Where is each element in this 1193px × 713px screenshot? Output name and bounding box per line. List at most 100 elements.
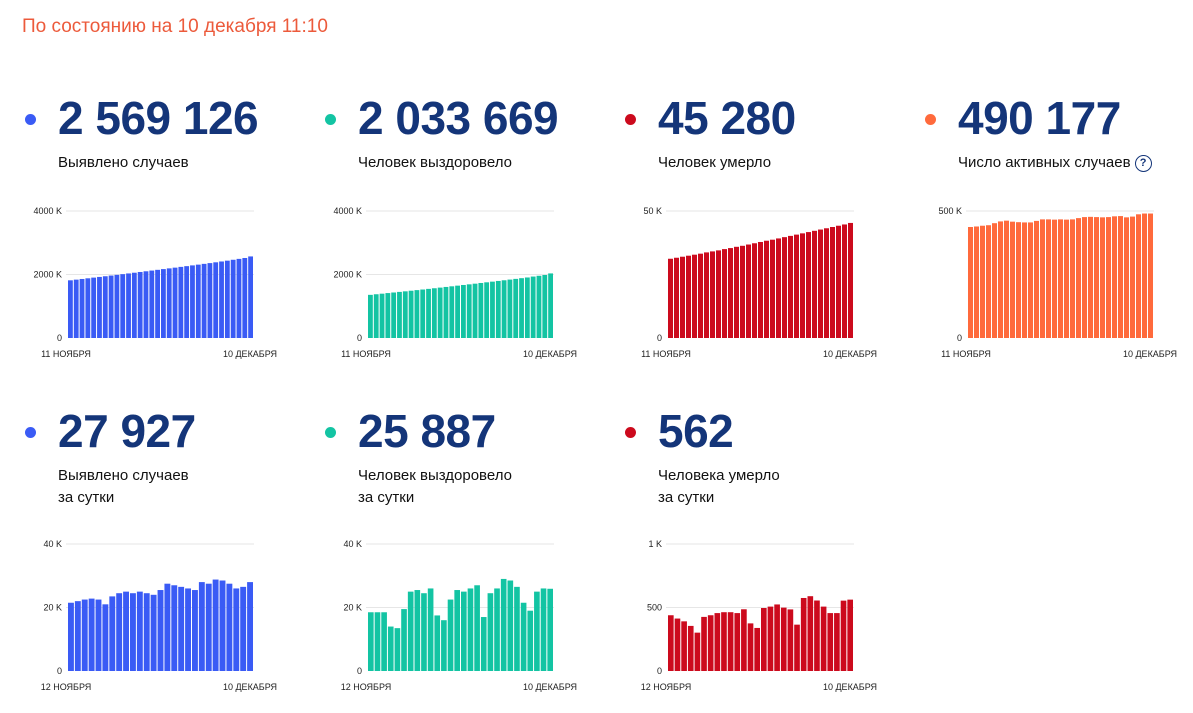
bar — [680, 256, 685, 338]
bar — [686, 255, 691, 338]
bar — [368, 612, 374, 671]
bar — [185, 588, 191, 671]
bar — [207, 263, 213, 338]
x-tick-label-start: 12 НОЯБРЯ — [341, 682, 392, 692]
y-tick-label: 0 — [357, 666, 362, 676]
bar — [1046, 219, 1051, 338]
stat-value: 2 569 126 — [58, 92, 259, 144]
bar — [108, 275, 114, 338]
x-tick-label-start: 11 НОЯБРЯ — [341, 349, 391, 359]
y-tick-label: 0 — [57, 666, 62, 676]
bar — [520, 602, 527, 671]
bar — [1088, 216, 1093, 338]
x-tick-label-end: 10 ДЕКАБРЯ — [223, 349, 277, 359]
bar — [379, 293, 385, 338]
bar — [1034, 220, 1039, 338]
stat-label: Выявлено случаев — [58, 152, 189, 174]
bar — [447, 599, 454, 671]
bar — [441, 620, 447, 671]
bar — [542, 274, 548, 338]
bar — [540, 588, 547, 671]
bar — [834, 613, 840, 671]
bar — [178, 266, 184, 338]
y-tick-label: 0 — [357, 333, 362, 343]
bar — [501, 280, 507, 338]
bar — [88, 598, 95, 671]
bar — [761, 608, 767, 671]
help-icon[interactable]: ? — [1134, 155, 1152, 172]
x-tick-label-start: 12 НОЯБРЯ — [41, 682, 92, 692]
stat-card-recovered-total: 2 033 669 Человек выздоровело 0 2000 K 4000 … — [322, 90, 602, 400]
bar — [710, 251, 715, 338]
bar — [143, 593, 150, 671]
bar — [201, 263, 207, 338]
bar — [233, 588, 240, 671]
bar — [494, 588, 500, 671]
bar — [694, 632, 701, 671]
bar — [126, 273, 131, 338]
stat-label: Человек выздоровело — [358, 152, 512, 174]
bar — [714, 613, 721, 671]
bar — [230, 259, 236, 338]
bar — [136, 591, 143, 672]
stat-value: 2 033 669 — [358, 92, 559, 144]
bar — [137, 271, 143, 338]
bar — [426, 288, 431, 338]
bar — [480, 617, 487, 672]
bar — [836, 225, 841, 338]
bar — [97, 276, 102, 338]
bar — [992, 223, 997, 338]
bar — [387, 626, 394, 671]
bar — [81, 599, 88, 671]
bar — [166, 268, 172, 338]
stat-value: 45 280 — [658, 92, 796, 144]
stat-label-line: Выявлено случаев — [58, 467, 189, 484]
bar — [807, 596, 814, 671]
y-tick-label: 500 K — [938, 206, 962, 216]
bar — [478, 282, 484, 338]
bar — [454, 590, 460, 671]
legend-dot — [625, 427, 636, 438]
bar — [534, 591, 540, 672]
bar — [130, 593, 136, 671]
bar — [85, 278, 91, 338]
bar — [421, 593, 427, 671]
bar — [788, 235, 793, 338]
bar — [513, 278, 519, 338]
stat-card-deaths-daily: 562 Человека умерло за сутки 0 500 1 K 12 НОЯБ… — [622, 403, 902, 713]
stat-card-confirmed-daily: 27 927 Выявлено случаев за сутки 0 20 K 40 K 1… — [22, 403, 302, 713]
y-tick-label: 20 K — [43, 603, 62, 613]
bar — [780, 607, 787, 671]
bar — [1106, 217, 1111, 338]
bar — [474, 585, 480, 671]
bar — [116, 593, 123, 671]
x-tick-label-end: 10 ДЕКАБРЯ — [223, 682, 277, 692]
bar — [437, 287, 443, 338]
bar — [847, 599, 853, 671]
y-tick-label: 4000 K — [333, 206, 362, 216]
bar — [980, 225, 985, 338]
bar — [507, 580, 514, 671]
bar — [414, 290, 420, 338]
bar — [1094, 217, 1099, 338]
bar — [721, 612, 727, 671]
y-tick-label: 0 — [57, 333, 62, 343]
bar — [812, 230, 817, 338]
bar — [681, 621, 687, 671]
bar — [484, 282, 490, 338]
bar — [467, 588, 474, 671]
bar — [461, 284, 466, 338]
bar — [524, 277, 530, 338]
y-tick-label: 40 K — [343, 539, 362, 549]
bar — [120, 274, 126, 338]
y-tick-label: 40 K — [43, 539, 62, 549]
bar-chart: 0 500 K 11 НОЯБРЯ 10 ДЕКАБРЯ — [938, 206, 1177, 359]
bar — [548, 273, 553, 338]
bar — [401, 609, 407, 671]
legend-dot — [325, 114, 336, 125]
bar — [770, 239, 775, 338]
bar — [394, 628, 401, 671]
bar — [1100, 217, 1105, 338]
bar — [727, 612, 734, 671]
bar — [74, 601, 81, 671]
